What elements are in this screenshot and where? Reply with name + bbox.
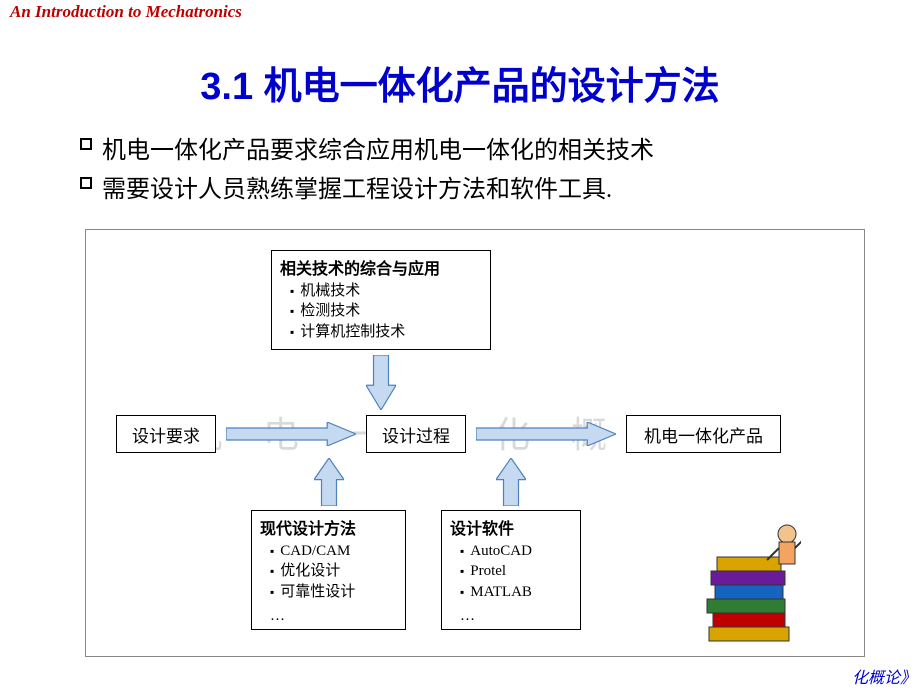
bullet-item: 机电一体化产品要求综合应用机电一体化的相关技术: [80, 130, 654, 165]
list-item: 机械技术: [290, 281, 482, 301]
node-design-requirement: 设计要求: [116, 415, 216, 453]
list-item: MATLAB: [460, 582, 572, 602]
node-product: 机电一体化产品: [626, 415, 781, 453]
list-item: CAD/CAM: [270, 541, 397, 561]
list-item: Protel: [460, 561, 572, 581]
node-title: 相关技术的综合与应用: [272, 251, 490, 281]
node-design-process: 设计过程: [366, 415, 466, 453]
arrow-up-icon: [496, 458, 526, 506]
node-label: 设计过程: [382, 422, 450, 447]
node-label: 机电一体化产品: [644, 422, 763, 447]
bullet-item: 需要设计人员熟练掌握工程设计方法和软件工具.: [80, 169, 654, 204]
page-title: 3.1 机电一体化产品的设计方法: [0, 55, 920, 110]
ellipsis: …: [442, 608, 580, 625]
node-list: CAD/CAM 优化设计 可靠性设计: [252, 541, 405, 608]
node-modern-methods: 现代设计方法 CAD/CAM 优化设计 可靠性设计 …: [251, 510, 406, 630]
page-footer: 化概论》: [852, 664, 916, 688]
list-item: 计算机控制技术: [290, 322, 482, 342]
node-related-tech: 相关技术的综合与应用 机械技术 检测技术 计算机控制技术: [271, 250, 491, 350]
bullet-marker-icon: [80, 138, 92, 150]
book-stack-icon: [691, 520, 801, 650]
node-list: 机械技术 检测技术 计算机控制技术: [272, 281, 490, 348]
ellipsis: …: [252, 608, 405, 625]
bullet-marker-icon: [80, 177, 92, 189]
node-title: 设计软件: [442, 511, 580, 541]
flowchart-diagram: 机 电 一 体 化 概 论 相关技术的综合与应用 机械技术 检测技术 计算机控制…: [86, 230, 864, 656]
arrow-up-icon: [314, 458, 344, 506]
arrow-right-icon: [226, 422, 356, 446]
list-item: 可靠性设计: [270, 582, 397, 602]
page-header: An Introduction to Mechatronics: [10, 2, 242, 22]
arrow-right-icon: [476, 422, 616, 446]
bullet-list: 机电一体化产品要求综合应用机电一体化的相关技术 需要设计人员熟练掌握工程设计方法…: [80, 130, 654, 208]
list-item: AutoCAD: [460, 541, 572, 561]
bullet-text: 需要设计人员熟练掌握工程设计方法和软件工具.: [102, 169, 612, 204]
diagram-frame: 机 电 一 体 化 概 论 相关技术的综合与应用 机械技术 检测技术 计算机控制…: [85, 229, 865, 657]
node-design-software: 设计软件 AutoCAD Protel MATLAB …: [441, 510, 581, 630]
arrow-down-icon: [366, 355, 396, 410]
list-item: 检测技术: [290, 301, 482, 321]
node-list: AutoCAD Protel MATLAB: [442, 541, 580, 608]
node-label: 设计要求: [132, 422, 200, 447]
node-title: 现代设计方法: [252, 511, 405, 541]
bullet-text: 机电一体化产品要求综合应用机电一体化的相关技术: [102, 130, 654, 165]
list-item: 优化设计: [270, 561, 397, 581]
